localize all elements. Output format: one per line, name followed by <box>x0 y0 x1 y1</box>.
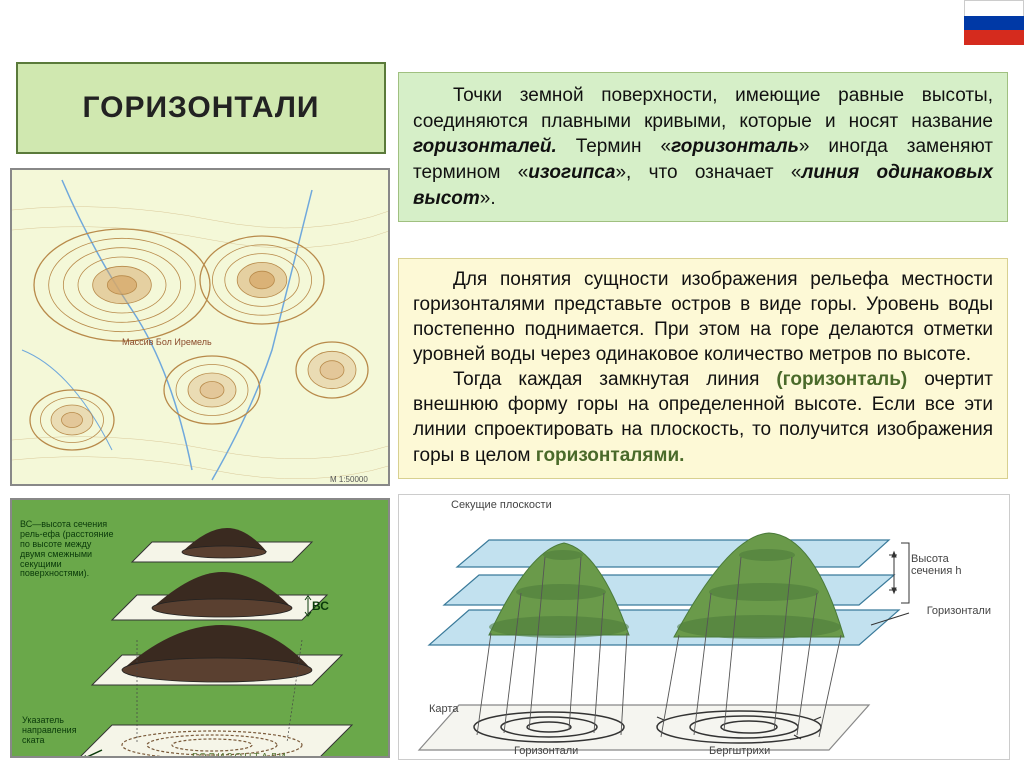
russian-flag <box>964 0 1024 45</box>
flag-blue <box>964 16 1024 31</box>
label-bottom-contours: Горизонтали <box>514 745 578 757</box>
right-svg <box>399 495 1010 760</box>
body-para-2: Тогда каждая замкнутая линия (горизонтал… <box>413 367 993 467</box>
title-box: ГОРИЗОНТАЛИ <box>16 62 386 154</box>
cutting-planes-diagram: Секущие плоскости Высота сечения h Гориз… <box>398 494 1010 760</box>
label-bergstrich: Бергштрихи <box>709 745 770 757</box>
explanation-box: Для понятия сущности изображения рельефа… <box>398 258 1008 479</box>
label-height-h: Высота сечения h <box>911 553 991 577</box>
label-contours-side: Горизонтали <box>927 605 991 617</box>
cross-section-diagram: ГОРИЗОНТАЛИ ВС <box>10 498 390 758</box>
flag-white <box>964 0 1024 16</box>
massif-label: Массив Бол Иремель <box>122 337 212 347</box>
definition-text: Точки земной поверхности, имеющие равные… <box>413 83 993 211</box>
scale-label: M 1:50000 <box>330 475 368 484</box>
topographic-map: Массив Бол Иремель M 1:50000 <box>10 168 390 486</box>
topo-svg: Массив Бол Иремель M 1:50000 <box>12 170 390 486</box>
flag-red <box>964 30 1024 45</box>
svg-text:ГОРИЗОНТАЛИ: ГОРИЗОНТАЛИ <box>192 752 288 758</box>
page-title: ГОРИЗОНТАЛИ <box>83 91 320 125</box>
slope-arrow-label: Указатель направления ската <box>22 716 97 746</box>
definition-box: Точки земной поверхности, имеющие равные… <box>398 72 1008 222</box>
body-para-1: Для понятия сущности изображения рельефа… <box>413 267 993 367</box>
label-cutting-planes: Секущие плоскости <box>451 499 552 511</box>
bc-description: ВС—высота сечения рель-ефа (расстояние п… <box>20 520 115 579</box>
label-map: Карта <box>429 703 458 715</box>
svg-text:ВС: ВС <box>312 599 329 613</box>
